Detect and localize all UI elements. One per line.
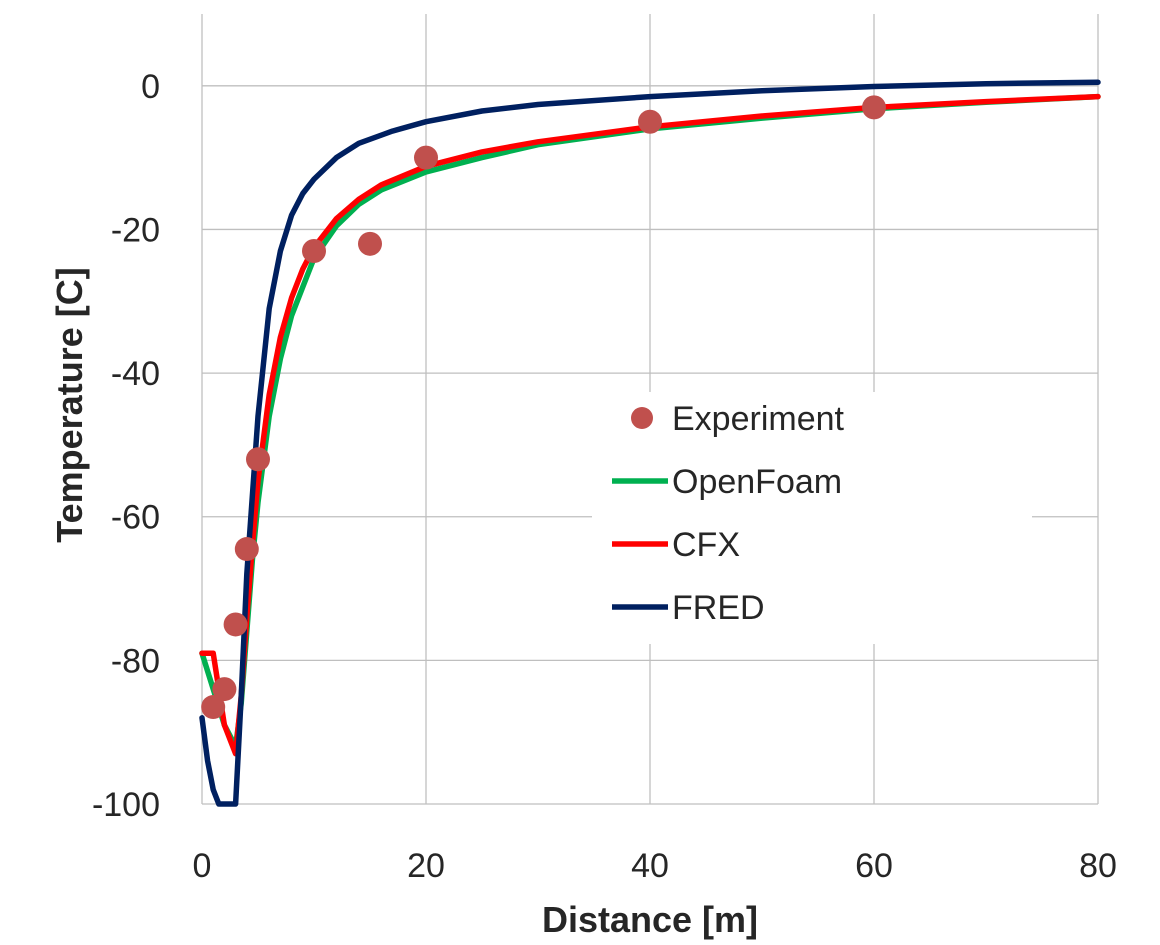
y-tick-labels: 0 -20 -40 -60 -80 -100 <box>92 68 160 824</box>
y-tick-label: -60 <box>111 499 160 537</box>
series-layer <box>199 79 1101 807</box>
x-tick-label: 20 <box>407 847 445 885</box>
experiment-point <box>862 95 886 120</box>
y-tick-label: -40 <box>111 355 160 393</box>
experiment-point <box>234 537 259 562</box>
legend-marker-experiment <box>631 407 653 429</box>
series-line-fred <box>199 79 1101 807</box>
x-tick-label: 60 <box>855 847 893 885</box>
legend-background <box>592 392 1032 644</box>
legend-label-experiment: Experiment <box>672 400 845 438</box>
y-tick-label: -80 <box>111 642 160 680</box>
experiment-point <box>302 239 326 263</box>
x-tick-label: 0 <box>193 847 212 885</box>
experiment-point <box>358 231 382 256</box>
legend-label-fred: FRED <box>672 589 765 627</box>
x-axis-title: Distance [m] <box>542 899 758 940</box>
experiment-point <box>246 447 270 472</box>
y-tick-label: -100 <box>92 786 160 824</box>
y-axis-title: Temperature [C] <box>49 267 90 542</box>
legend-label-openfoam: OpenFoam <box>672 463 842 501</box>
experiment-point <box>414 145 438 170</box>
experiment-point <box>212 677 237 702</box>
experiment-point <box>223 612 248 637</box>
x-tick-label: 80 <box>1079 847 1117 885</box>
x-tick-label: 40 <box>631 847 669 885</box>
y-tick-label: -20 <box>111 211 160 249</box>
legend: Experiment OpenFoam CFX FRED <box>592 392 1032 644</box>
legend-label-cfx: CFX <box>672 526 740 564</box>
y-tick-label: 0 <box>141 68 160 106</box>
experiment-point <box>638 109 662 134</box>
x-tick-labels: 0 20 40 60 80 <box>193 847 1117 885</box>
experiment-point <box>201 695 226 720</box>
